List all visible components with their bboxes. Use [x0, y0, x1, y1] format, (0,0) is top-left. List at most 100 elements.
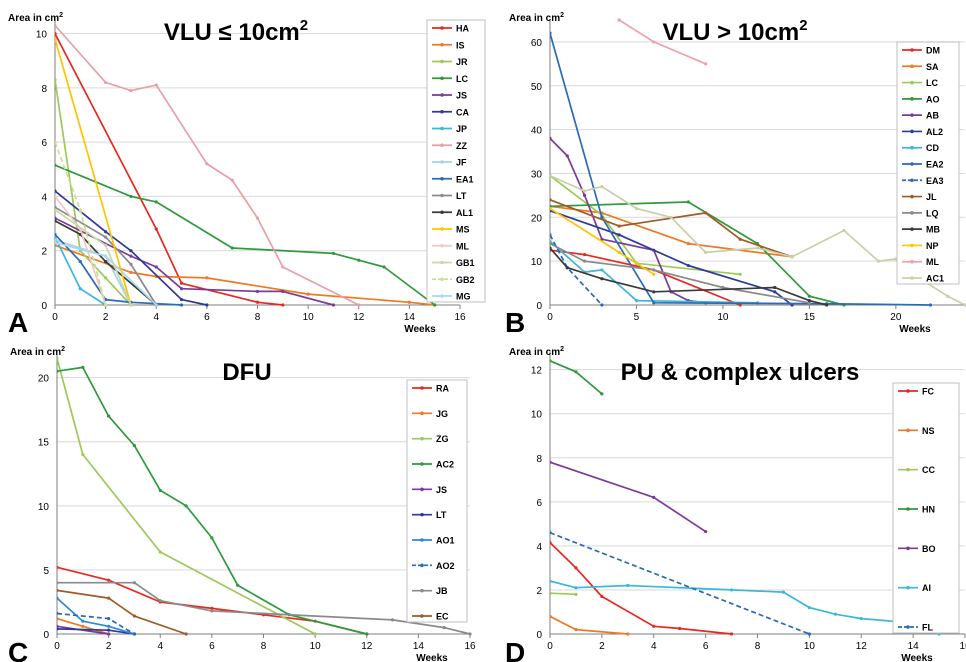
legend-label: LC	[456, 74, 468, 84]
data-point-lc	[382, 265, 386, 269]
data-point-is	[55, 243, 57, 247]
data-point-ac1	[946, 294, 950, 298]
chart-panel-c: 0 5 10 15 20 0 2 4 6 8 10 12 14 16 DFU Area in cm2 Weeks…	[8, 346, 476, 662]
legend-label: EC	[436, 612, 449, 622]
data-point-ac2	[107, 414, 111, 418]
data-point-js	[57, 624, 59, 628]
data-point-js	[255, 289, 260, 294]
series-line-lt	[55, 206, 158, 306]
data-point-ea3	[600, 303, 604, 307]
data-point-jr	[55, 78, 57, 82]
y-axis-label-superscript: 2	[560, 346, 564, 353]
legend-marker	[910, 64, 914, 69]
data-point-ec	[107, 596, 111, 600]
data-point-ao	[807, 294, 811, 298]
legend-marker	[420, 436, 424, 441]
x-axis-label: Weeks	[899, 324, 931, 335]
data-point-ao1	[81, 619, 85, 623]
legend-label: JS	[436, 485, 447, 495]
legend-marker	[910, 113, 914, 117]
x-tick-label: 6	[204, 312, 210, 323]
y-tick-label: 8	[41, 84, 47, 95]
data-point-is	[306, 292, 310, 296]
x-tick-label: 5	[634, 312, 640, 323]
data-point-zg	[158, 550, 162, 554]
legend-marker	[906, 389, 910, 393]
data-point-fc	[652, 624, 656, 628]
data-point-ra	[210, 606, 214, 610]
legend-marker	[440, 193, 444, 198]
data-point-jl	[704, 211, 708, 215]
chart-title-superscript: 2	[799, 17, 807, 34]
legend-marker	[420, 386, 424, 390]
legend-label: JB	[436, 586, 448, 596]
series-line-ac2	[57, 366, 368, 635]
series-line-hn	[550, 360, 603, 395]
data-point-ab	[565, 154, 569, 158]
data-point-jl	[550, 198, 552, 202]
data-point-al1	[55, 219, 57, 223]
data-point-zz	[357, 303, 361, 307]
legend-marker	[910, 259, 914, 264]
legend-marker	[440, 59, 444, 64]
data-point-ac1	[963, 303, 966, 307]
y-tick-label: 40	[531, 126, 543, 137]
legend-label: NS	[922, 426, 935, 436]
legend-label: JL	[926, 192, 937, 202]
legend-label: IS	[456, 40, 465, 50]
legend-label: DM	[926, 46, 940, 56]
data-point-fl	[807, 632, 811, 636]
legend-marker	[440, 260, 444, 265]
data-point-jg	[57, 617, 59, 621]
legend-label: AO2	[436, 561, 455, 571]
data-point-mb	[825, 303, 829, 307]
data-point-ao1	[107, 624, 111, 628]
data-point-ml	[652, 40, 656, 44]
series-group	[550, 359, 941, 636]
legend-marker	[440, 93, 444, 97]
data-point-al1	[104, 259, 108, 264]
x-tick-label: 20	[890, 312, 902, 323]
series-line-lc	[550, 175, 741, 276]
x-tick-label: 8	[755, 641, 761, 652]
series-group	[55, 23, 437, 307]
data-point-js	[281, 289, 285, 294]
x-tick-label: 14	[908, 641, 920, 652]
data-point-zz	[55, 23, 57, 28]
legend-label: BO	[922, 544, 936, 554]
y-tick-label: 0	[536, 630, 542, 641]
series-line-ms	[55, 38, 132, 306]
x-tick-label: 4	[157, 641, 163, 652]
data-point-sa	[686, 242, 690, 246]
data-point-zz	[104, 80, 108, 85]
data-point-jg	[81, 624, 85, 628]
data-point-ai	[729, 588, 734, 592]
data-point-ml	[55, 194, 57, 199]
legend-label: MG	[456, 292, 471, 302]
legend-marker	[910, 48, 914, 52]
data-point-bo	[704, 529, 708, 534]
data-point-al2	[686, 263, 690, 268]
data-point-ac1	[876, 259, 881, 263]
data-point-ai	[550, 579, 552, 583]
data-point-lq	[582, 259, 587, 263]
data-point-mg	[104, 254, 108, 258]
legend-box	[892, 382, 960, 634]
data-point-ac1	[842, 228, 846, 233]
data-point-ai	[807, 605, 811, 610]
legend-marker	[910, 243, 914, 248]
data-point-ha	[154, 227, 158, 231]
legend-marker	[910, 276, 914, 280]
legend-label: JG	[436, 409, 448, 419]
data-point-gb2	[104, 303, 108, 307]
y-tick-label: 8	[536, 454, 542, 465]
series-line-fl	[550, 531, 810, 635]
series-line-bo	[550, 461, 707, 533]
data-point-ac1	[755, 246, 760, 250]
data-point-lt	[57, 627, 59, 631]
data-point-ea1	[78, 259, 82, 264]
data-point-zz	[129, 88, 133, 93]
legend-marker	[420, 538, 424, 542]
legend-label: LQ	[926, 208, 939, 218]
data-point-mb	[600, 277, 604, 281]
